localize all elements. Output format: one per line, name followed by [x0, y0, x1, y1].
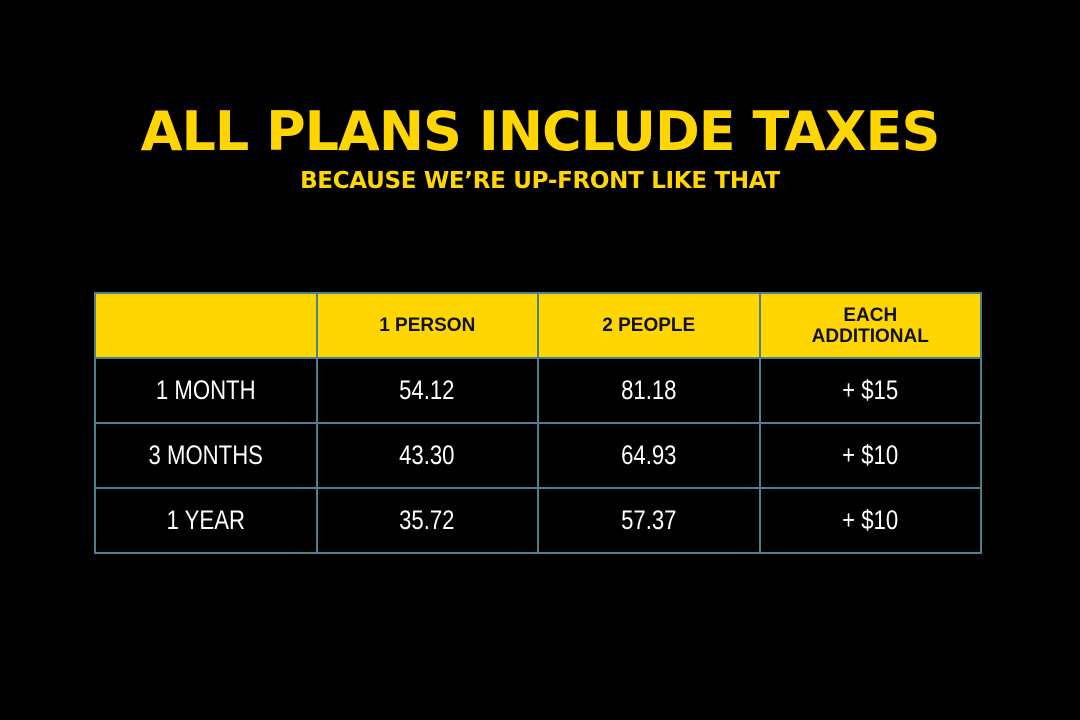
price-cell: 81.18 — [537, 357, 761, 424]
plan-label: 1 YEAR — [166, 505, 245, 535]
price-each-additional: + $10 — [842, 440, 899, 470]
column-header-each-additional: EACH ADDITIONAL — [758, 292, 982, 359]
table-header-row: 1 PERSON 2 PEOPLE EACH ADDITIONAL — [94, 292, 982, 359]
table-row: 1 MONTH 54.12 81.18 + $15 — [94, 357, 982, 424]
plan-label: 1 MONTH — [155, 375, 256, 405]
price-cell: + $10 — [758, 487, 982, 554]
price-two-people: 81.18 — [621, 375, 677, 405]
table-row: 1 YEAR 35.72 57.37 + $10 — [94, 487, 982, 554]
price-one-person: 54.12 — [399, 375, 455, 405]
table-row: 3 MONTHS 43.30 64.93 + $10 — [94, 422, 982, 489]
price-cell: 64.93 — [537, 422, 761, 489]
column-header-one-person: 1 PERSON — [315, 292, 539, 359]
price-cell: 54.12 — [315, 357, 539, 424]
pricing-table: 1 PERSON 2 PEOPLE EACH ADDITIONAL 1 MONT… — [94, 292, 982, 554]
plan-label: 3 MONTHS — [148, 440, 263, 470]
column-header-each-additional-label: EACH ADDITIONAL — [811, 304, 929, 347]
price-cell: 57.37 — [537, 487, 761, 554]
price-each-additional: + $10 — [842, 505, 899, 535]
price-cell: 35.72 — [315, 487, 539, 554]
price-two-people: 64.93 — [621, 440, 677, 470]
page-subtitle: BECAUSE WE’RE UP-FRONT LIKE THAT — [300, 168, 780, 194]
price-cell: + $15 — [758, 357, 982, 424]
price-one-person: 35.72 — [399, 505, 455, 535]
plan-cell: 1 YEAR — [94, 487, 318, 554]
price-one-person: 43.30 — [399, 440, 455, 470]
column-header-plan — [94, 292, 318, 359]
page-title: ALL PLANS INCLUDE TAXES — [140, 100, 941, 163]
column-header-two-people: 2 PEOPLE — [537, 292, 761, 359]
price-cell: 43.30 — [315, 422, 539, 489]
price-each-additional: + $15 — [842, 375, 899, 405]
plan-cell: 3 MONTHS — [94, 422, 318, 489]
plan-cell: 1 MONTH — [94, 357, 318, 424]
price-cell: + $10 — [758, 422, 982, 489]
price-two-people: 57.37 — [621, 505, 677, 535]
